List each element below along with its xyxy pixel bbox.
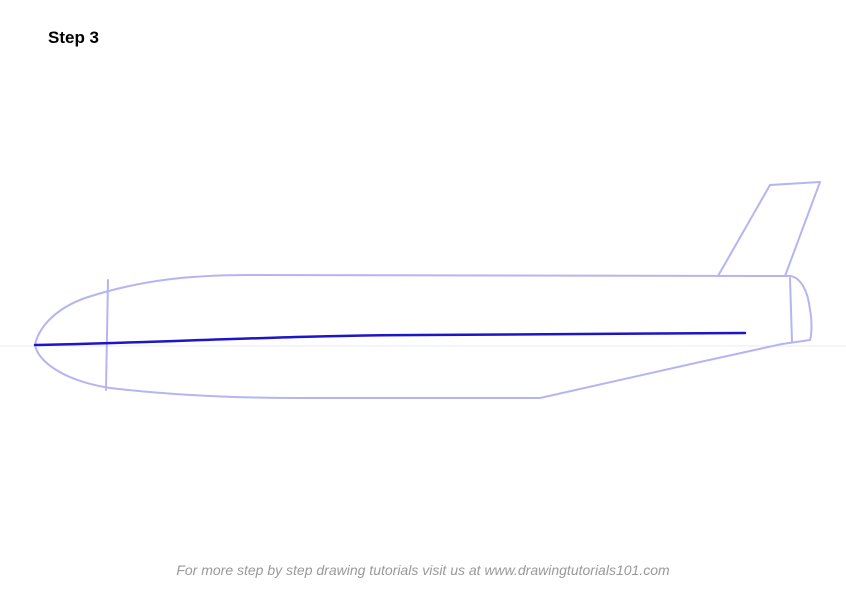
footer-attribution: For more step by step drawing tutorials … xyxy=(0,562,846,578)
rear-vertical-guide xyxy=(790,278,792,342)
fuselage-bottom-outline xyxy=(35,310,812,398)
current-step-midline xyxy=(35,333,745,345)
nose-vertical-guide xyxy=(106,280,108,390)
tutorial-drawing xyxy=(0,0,846,599)
tail-fin-outline xyxy=(718,182,820,276)
